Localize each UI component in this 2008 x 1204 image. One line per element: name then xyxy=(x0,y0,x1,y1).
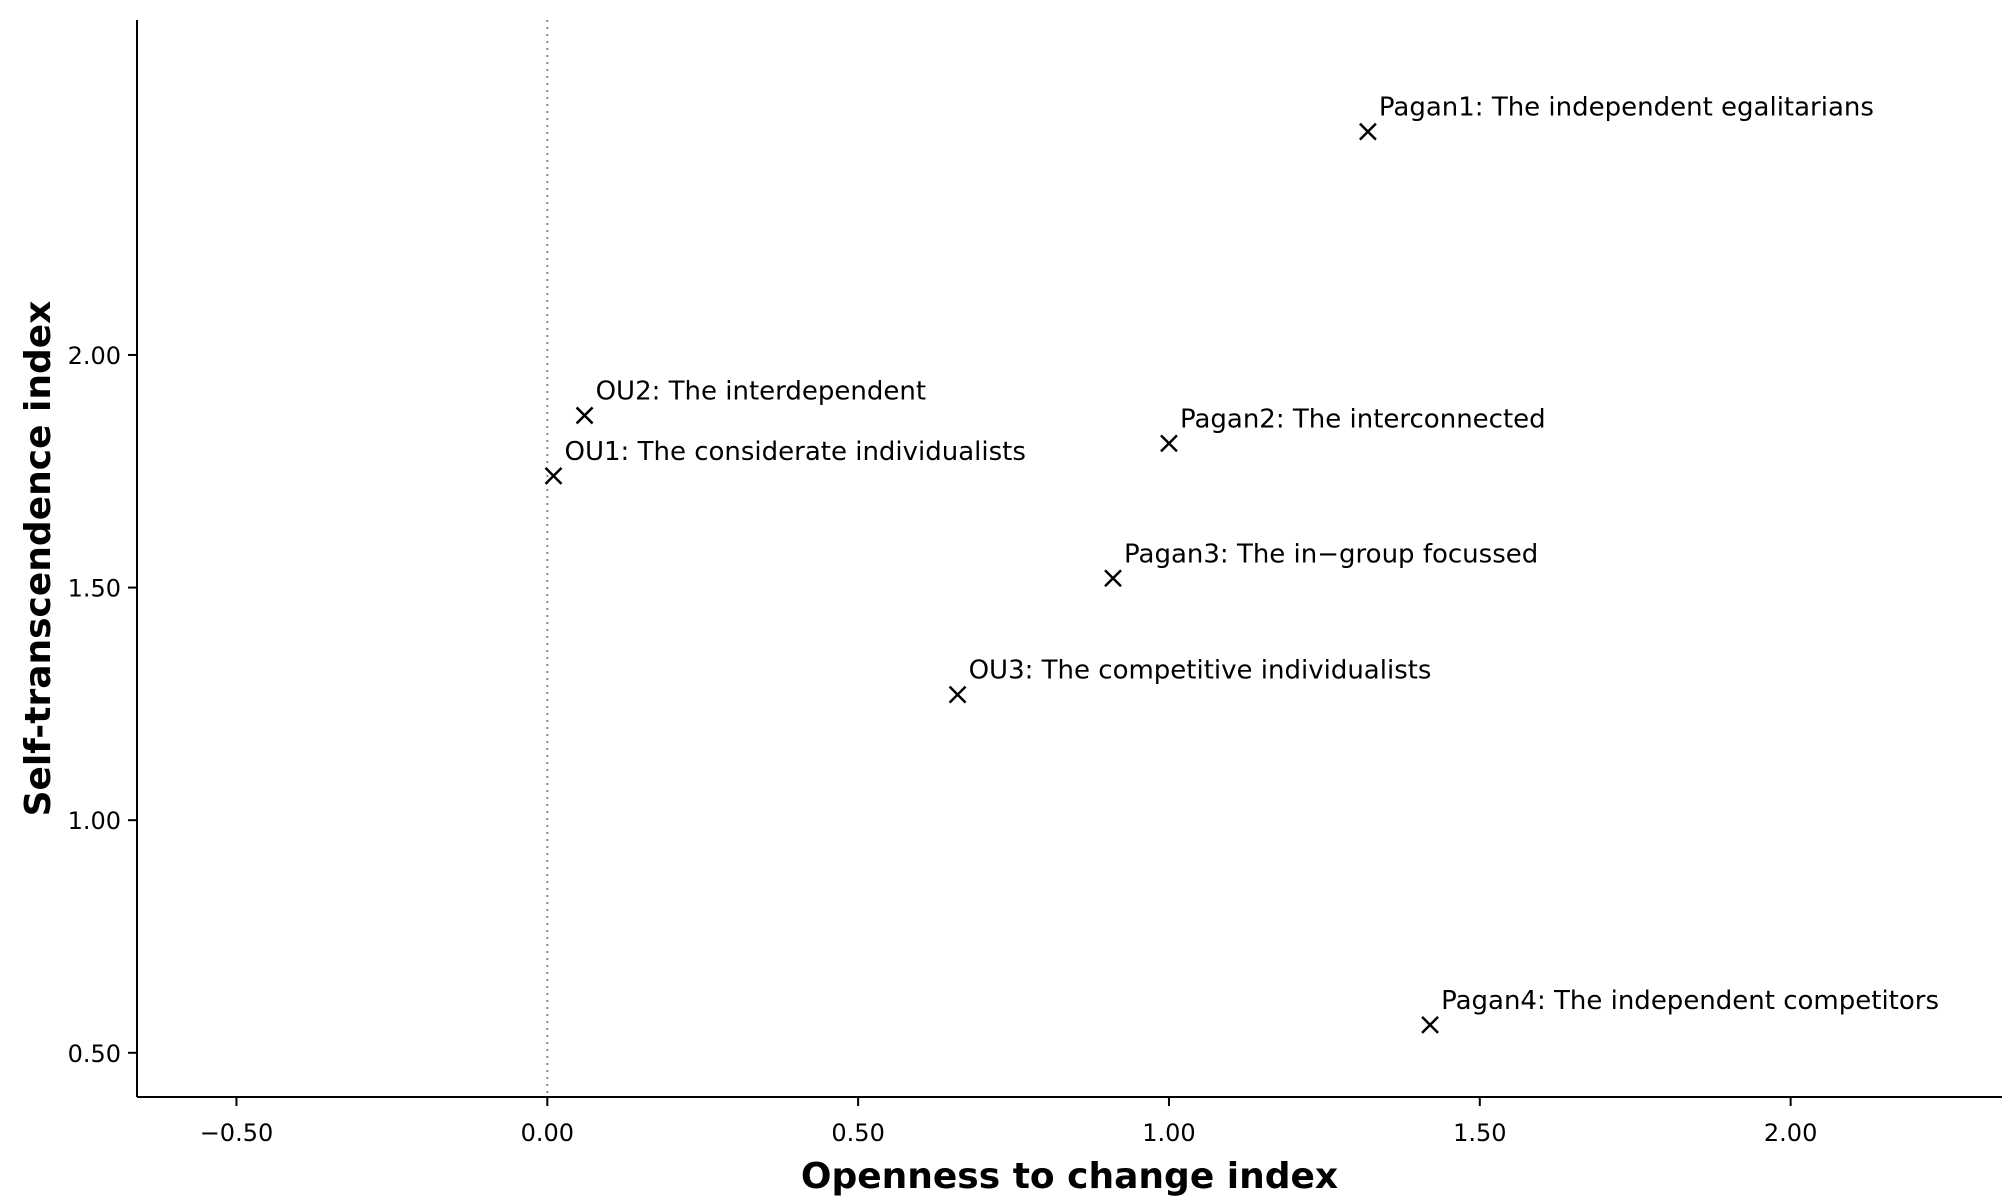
data-point: Pagan4: The independent competitors xyxy=(1421,986,1939,1034)
y-axis-title: Self-transcendence index xyxy=(18,301,59,817)
point-label: OU1: The considerate individualists xyxy=(565,437,1026,467)
data-point: Pagan2: The interconnected xyxy=(1160,404,1546,453)
point-marker-stroke xyxy=(1160,434,1178,453)
point-label: Pagan3: The in−group focussed xyxy=(1124,539,1538,569)
point-marker-stroke xyxy=(1359,122,1377,141)
x-tick-label: 0.50 xyxy=(831,1119,884,1147)
point-label: OU3: The competitive individualists xyxy=(969,656,1432,686)
point-marker-stroke xyxy=(544,467,563,485)
y-axis-ticks: 0.50 1.00 1.50 2.00 xyxy=(68,342,137,1068)
x-tick-label: 2.00 xyxy=(1764,1119,1817,1147)
point-marker-stroke xyxy=(575,406,594,425)
data-point: Pagan3: The in−group focussed xyxy=(1104,539,1538,588)
point-marker-stroke xyxy=(1421,1016,1439,1034)
x-tick-label: 1.50 xyxy=(1453,1119,1506,1147)
y-tick-label: 1.50 xyxy=(68,575,121,603)
y-tick-label: 1.00 xyxy=(68,807,121,835)
data-point: OU2: The interdependent xyxy=(575,376,926,425)
y-tick-label: 2.00 xyxy=(68,342,121,370)
x-axis-title: Openness to change index xyxy=(801,1156,1338,1197)
data-points: Pagan1: The independent egalitarians OU2:… xyxy=(544,93,1939,1034)
x-axis-ticks: −0.50 0.00 0.50 1.00 1.50 2.00 xyxy=(200,1097,1817,1147)
point-marker-stroke xyxy=(1104,569,1122,588)
plot-area: Pagan1: The independent egalitarians OU2:… xyxy=(544,20,1939,1097)
point-label: Pagan4: The independent competitors xyxy=(1441,986,1939,1016)
data-point: OU1: The considerate individualists xyxy=(544,437,1026,485)
x-tick-label: 0.00 xyxy=(521,1119,574,1147)
x-tick-label: −0.50 xyxy=(200,1119,274,1147)
data-point: OU3: The competitive individualists xyxy=(948,656,1432,704)
y-tick-label: 0.50 xyxy=(68,1040,121,1068)
x-tick-label: 1.00 xyxy=(1142,1119,1195,1147)
point-label: Pagan2: The interconnected xyxy=(1180,404,1546,434)
point-label: OU2: The interdependent xyxy=(596,376,926,406)
point-marker-stroke xyxy=(948,685,967,704)
data-point: Pagan1: The independent egalitarians xyxy=(1359,93,1874,141)
point-label: Pagan1: The independent egalitarians xyxy=(1379,93,1874,123)
